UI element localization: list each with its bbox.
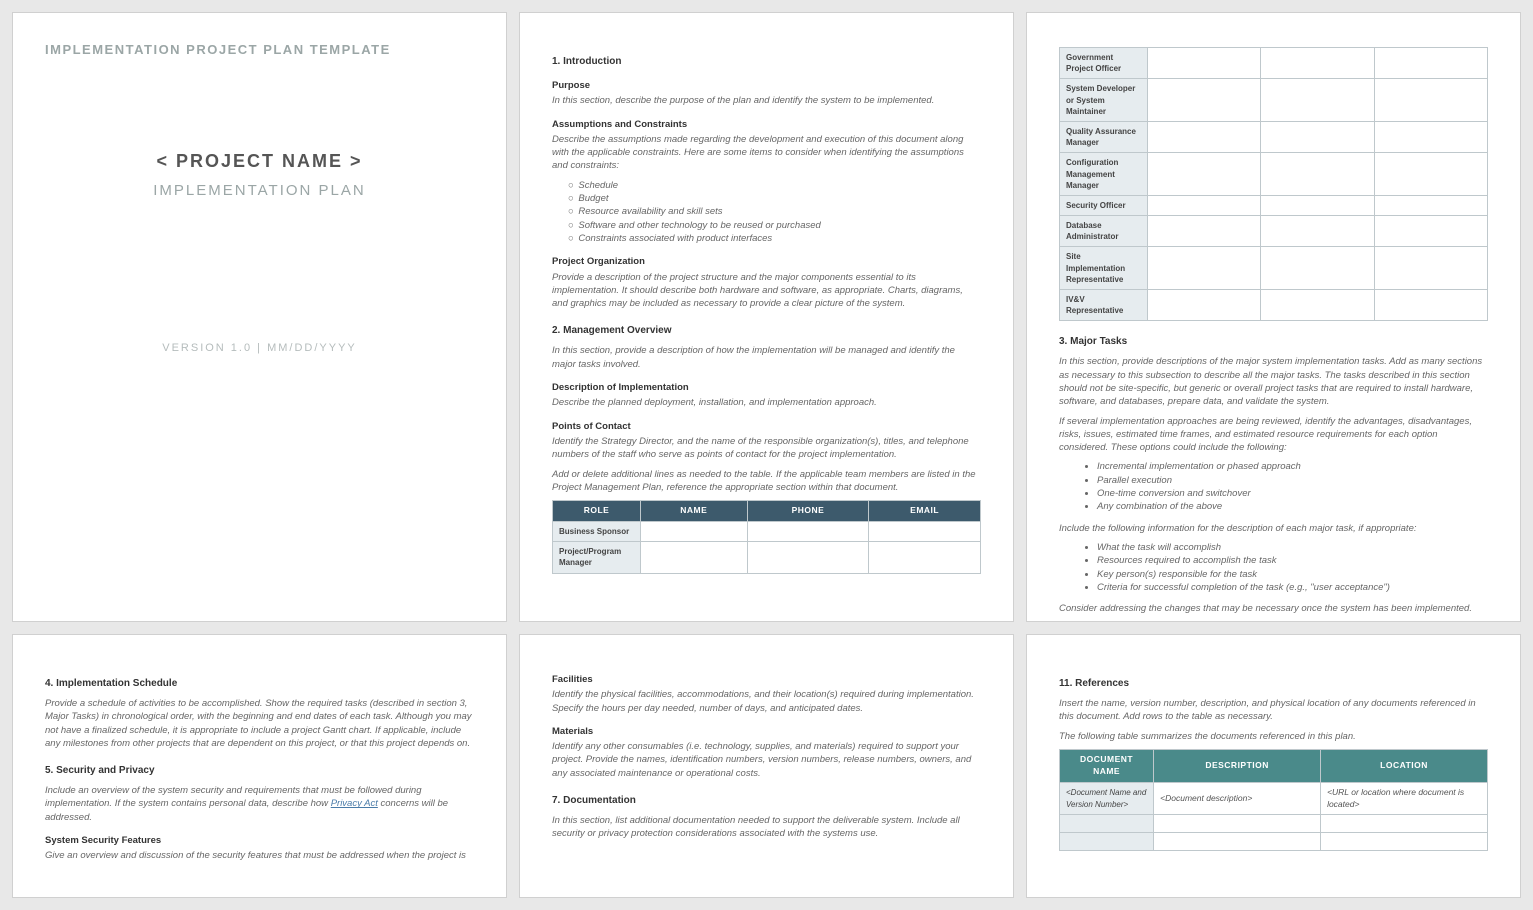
col-name: NAME (641, 501, 748, 522)
page-references: 11. References Insert the name, version … (1026, 634, 1521, 898)
role-label: Security Officer (1060, 195, 1148, 215)
col-email: EMAIL (869, 501, 981, 522)
table-row: Quality Assurance Manager (1060, 121, 1488, 152)
org-text: Provide a description of the project str… (552, 271, 981, 311)
materials-text: Identify any other consumables (i.e. tec… (552, 740, 981, 780)
assumptions-heading: Assumptions and Constraints (552, 118, 981, 131)
poc-text-2: Add or delete additional lines as needed… (552, 468, 981, 495)
list-item: Schedule (582, 179, 981, 192)
role-label: Government Project Officer (1060, 48, 1148, 79)
table-row (1060, 815, 1488, 833)
facilities-text: Identify the physical facilities, accomm… (552, 688, 981, 715)
table-row: Database Administrator (1060, 216, 1488, 247)
table-row: Business Sponsor (553, 522, 981, 542)
list-item: Resource availability and skill sets (582, 205, 981, 218)
section-7-title: 7. Documentation (552, 794, 981, 808)
privacy-act-link[interactable]: Privacy Act (331, 798, 378, 809)
org-heading: Project Organization (552, 255, 981, 268)
doc-name-cell: <Document Name and Version Number> (1060, 782, 1154, 815)
list-item: One-time conversion and switchover (1097, 487, 1488, 500)
security-text: Include an overview of the system securi… (45, 784, 474, 824)
section-5-title: 5. Security and Privacy (45, 764, 474, 778)
assumptions-text: Describe the assumptions made regarding … (552, 133, 981, 173)
purpose-heading: Purpose (552, 79, 981, 92)
page-intro: 1. Introduction Purpose In this section,… (519, 12, 1014, 622)
role-label: Site Implementation Representative (1060, 247, 1148, 290)
section-1-title: 1. Introduction (552, 55, 981, 69)
page-facilities: Facilities Identify the physical facilit… (519, 634, 1014, 898)
impl-desc-heading: Description of Implementation (552, 381, 981, 394)
tasks-p4: Consider addressing the changes that may… (1059, 602, 1488, 615)
role-label: Business Sponsor (553, 522, 641, 542)
version-line: VERSION 1.0 | MM/DD/YYYY (45, 341, 474, 356)
role-label: Database Administrator (1060, 216, 1148, 247)
section-4-title: 4. Implementation Schedule (45, 677, 474, 691)
col-role: ROLE (553, 501, 641, 522)
table-row (1060, 833, 1488, 851)
materials-heading: Materials (552, 725, 981, 738)
list-item: Budget (582, 192, 981, 205)
section-3-title: 3. Major Tasks (1059, 335, 1488, 349)
role-label: Configuration Management Manager (1060, 153, 1148, 196)
col-docname: DOCUMENT NAME (1060, 749, 1154, 782)
list-item: Parallel execution (1097, 474, 1488, 487)
col-location: LOCATION (1321, 749, 1488, 782)
role-label: System Developer or System Maintainer (1060, 79, 1148, 122)
contacts-table: ROLE NAME PHONE EMAIL Business Sponsor P… (552, 500, 981, 573)
page-grid: IMPLEMENTATION PROJECT PLAN TEMPLATE < P… (12, 12, 1521, 898)
references-t2: The following table summarizes the docum… (1059, 730, 1488, 743)
facilities-heading: Facilities (552, 673, 981, 686)
table-row: Configuration Management Manager (1060, 153, 1488, 196)
purpose-text: In this section, describe the purpose of… (552, 94, 981, 107)
col-description: DESCRIPTION (1154, 749, 1321, 782)
project-name-title: < PROJECT NAME > (45, 149, 474, 174)
management-intro: In this section, provide a description o… (552, 344, 981, 371)
options-list: Incremental implementation or phased app… (1059, 460, 1488, 513)
list-item: What the task will accomplish (1097, 541, 1488, 554)
page-schedule: 4. Implementation Schedule Provide a sch… (12, 634, 507, 898)
impl-desc-text: Describe the planned deployment, install… (552, 396, 981, 409)
page-cover: IMPLEMENTATION PROJECT PLAN TEMPLATE < P… (12, 12, 507, 622)
template-header: IMPLEMENTATION PROJECT PLAN TEMPLATE (45, 41, 474, 59)
list-item: Incremental implementation or phased app… (1097, 460, 1488, 473)
section-11-title: 11. References (1059, 677, 1488, 691)
table-row: IV&V Representative (1060, 290, 1488, 321)
contacts-table-cont: Government Project Officer System Develo… (1059, 47, 1488, 321)
poc-heading: Points of Contact (552, 420, 981, 433)
tasks-p2: If several implementation approaches are… (1059, 415, 1488, 455)
plan-subtitle: IMPLEMENTATION PLAN (45, 180, 474, 201)
table-row: Government Project Officer (1060, 48, 1488, 79)
list-item: Key person(s) responsible for the task (1097, 568, 1488, 581)
table-row: Security Officer (1060, 195, 1488, 215)
table-row: System Developer or System Maintainer (1060, 79, 1488, 122)
page-tasks: Government Project Officer System Develo… (1026, 12, 1521, 622)
table-row: <Document Name and Version Number> <Docu… (1060, 782, 1488, 815)
list-item: Criteria for successful completion of th… (1097, 581, 1488, 594)
assumptions-list: Schedule Budget Resource availability an… (552, 179, 981, 245)
doc-desc-cell: <Document description> (1154, 782, 1321, 815)
info-list: What the task will accomplish Resources … (1059, 541, 1488, 594)
documentation-text: In this section, list additional documen… (552, 814, 981, 841)
table-row: Site Implementation Representative (1060, 247, 1488, 290)
tasks-p1: In this section, provide descriptions of… (1059, 355, 1488, 408)
section-2-title: 2. Management Overview (552, 324, 981, 338)
sys-security-text: Give an overview and discussion of the s… (45, 849, 474, 862)
role-label: IV&V Representative (1060, 290, 1148, 321)
references-t1: Insert the name, version number, descrip… (1059, 697, 1488, 724)
tasks-p3: Include the following information for th… (1059, 522, 1488, 535)
list-item: Constraints associated with product inte… (582, 232, 981, 245)
list-item: Resources required to accomplish the tas… (1097, 554, 1488, 567)
sys-security-heading: System Security Features (45, 834, 474, 847)
list-item: Any combination of the above (1097, 500, 1488, 513)
list-item: Software and other technology to be reus… (582, 219, 981, 232)
role-label: Quality Assurance Manager (1060, 121, 1148, 152)
table-row: Project/Program Manager (553, 542, 981, 573)
poc-text-1: Identify the Strategy Director, and the … (552, 435, 981, 462)
doc-loc-cell: <URL or location where document is locat… (1321, 782, 1488, 815)
references-table: DOCUMENT NAME DESCRIPTION LOCATION <Docu… (1059, 749, 1488, 852)
schedule-text: Provide a schedule of activities to be a… (45, 697, 474, 750)
col-phone: PHONE (747, 501, 869, 522)
role-label: Project/Program Manager (553, 542, 641, 573)
